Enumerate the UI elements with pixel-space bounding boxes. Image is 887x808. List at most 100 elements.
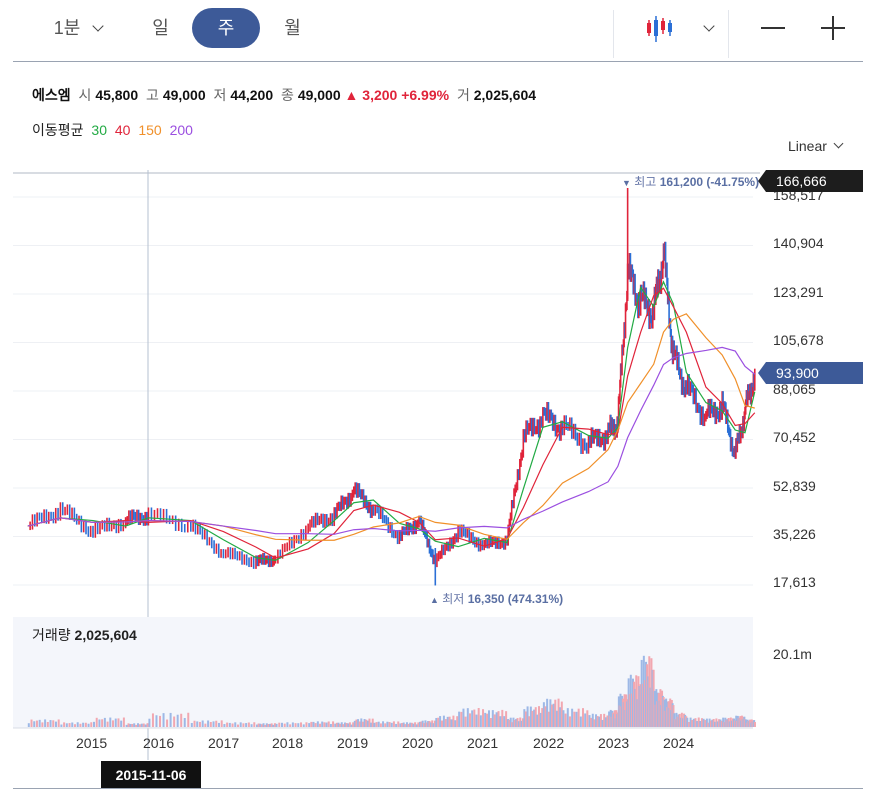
volume-bar — [183, 717, 186, 727]
ma-line-150 — [27, 313, 755, 541]
chart-type-selector[interactable] — [631, 8, 726, 48]
volume-bar — [245, 723, 248, 727]
volume-bar — [291, 722, 294, 727]
timeframe-day[interactable]: 일 — [152, 18, 169, 38]
moving-average-legend[interactable]: 이동평균 30 40 150 200 — [32, 120, 197, 140]
volume-bar — [142, 723, 145, 727]
volume-bar — [479, 715, 482, 727]
timeframe-minute-label: 1분 — [53, 18, 81, 38]
volume-bar — [117, 718, 120, 727]
volume-bar — [386, 721, 389, 727]
volume-bar — [686, 717, 689, 727]
volume-bar — [649, 687, 652, 727]
volume-bar — [355, 719, 358, 727]
volume-bar — [220, 720, 223, 727]
time-tick: 2023 — [598, 735, 630, 751]
volume-bar — [694, 718, 697, 727]
volume-bar — [337, 722, 340, 727]
volume-bar — [30, 719, 33, 727]
volume-bar — [140, 723, 143, 727]
volume-bar — [223, 724, 226, 727]
low-value: 44,200 — [230, 87, 274, 103]
volume-bar — [73, 724, 76, 727]
volume-bar — [707, 722, 710, 727]
volume-bar — [397, 721, 400, 727]
volume-bar — [505, 711, 508, 727]
volume-bar — [684, 714, 687, 727]
time-tick: 2020 — [402, 735, 434, 751]
price-tick: 123,291 — [773, 284, 824, 300]
volume-bar — [466, 708, 469, 727]
high-label: 고 — [146, 87, 159, 103]
timeframe-week[interactable]: 주 — [192, 8, 260, 48]
volume-bar — [462, 708, 465, 727]
high-annotation-value: 161,200 (-41.75%) — [659, 175, 760, 189]
volume-bar — [523, 709, 526, 727]
volume-bar — [513, 719, 516, 727]
volume-bar — [627, 678, 630, 727]
timeframe-minute[interactable]: 1분 — [38, 8, 118, 48]
zoom-out-button[interactable] — [753, 8, 793, 48]
volume-bar — [577, 708, 580, 727]
scale-selector[interactable]: Linear — [788, 138, 844, 154]
volume-bar — [493, 714, 496, 727]
volume-bar — [464, 716, 467, 727]
volume-bar — [278, 722, 281, 727]
volume-bar — [511, 722, 514, 727]
volume-bar — [468, 713, 471, 727]
volume-bar — [691, 720, 694, 727]
volume-bar — [442, 715, 445, 727]
volume-bar — [460, 711, 463, 727]
volume-bar — [432, 723, 435, 727]
volume-bar — [689, 717, 692, 727]
volume-bar — [173, 716, 176, 727]
ma-150: 150 — [138, 122, 162, 138]
volume-bar — [187, 712, 190, 727]
candlestick-icon — [646, 16, 672, 42]
zoom-in-button[interactable] — [813, 8, 853, 48]
timeframe-month[interactable]: 월 — [284, 18, 301, 38]
volume-bar — [536, 714, 539, 727]
volume-bar — [209, 721, 212, 727]
volume-bar — [286, 722, 289, 727]
volume-bar — [310, 721, 313, 727]
volume-bar — [270, 723, 273, 727]
volume-bar — [401, 722, 404, 727]
volume-bar — [402, 722, 405, 727]
volume-bar — [441, 720, 444, 727]
volume-bar — [131, 723, 134, 727]
ma-line-200 — [27, 346, 756, 535]
volume-bar — [437, 717, 440, 727]
volume-bar — [390, 722, 393, 727]
volume-bar — [405, 722, 408, 727]
volume-bar — [674, 719, 677, 727]
volume-bar — [714, 721, 717, 727]
volume-bar — [382, 721, 385, 727]
volume-bar — [595, 714, 598, 727]
volume-bar — [412, 723, 415, 727]
toolbar-separator — [728, 10, 729, 58]
volume-bar — [448, 716, 451, 727]
volume-bar — [588, 715, 591, 727]
volume-bar — [122, 717, 125, 727]
volume-bar — [582, 708, 584, 727]
volume-bar — [193, 720, 196, 727]
volume-bar — [90, 722, 93, 727]
scale-label: Linear — [788, 138, 827, 154]
volume-bar — [138, 724, 141, 727]
volume-bar — [547, 711, 550, 727]
volume-bar — [166, 719, 169, 727]
volume-bar — [228, 722, 231, 727]
volume-bar — [520, 720, 523, 727]
volume-bar — [482, 709, 485, 727]
volume-bar — [676, 716, 679, 727]
volume-bar — [454, 720, 457, 727]
volume-bar — [517, 721, 520, 727]
high-annotation-label: 최고 — [634, 175, 657, 189]
volume-bar — [475, 714, 478, 727]
volume-bar — [596, 716, 599, 727]
volume-bar — [552, 703, 555, 727]
volume-bar — [54, 721, 57, 727]
volume-bar — [726, 719, 729, 727]
